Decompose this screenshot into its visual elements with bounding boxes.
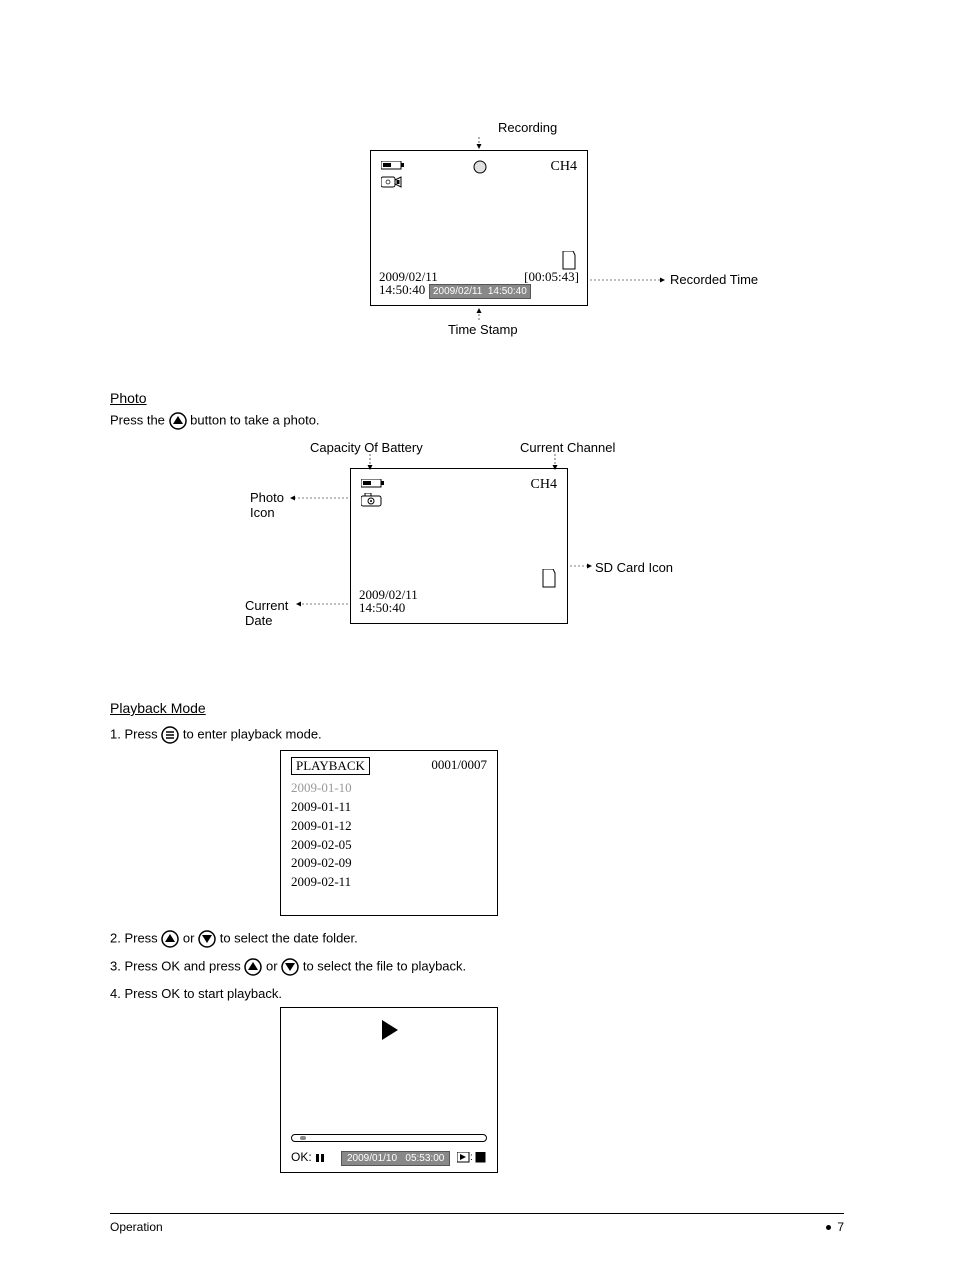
play-icon bbox=[378, 1018, 402, 1042]
playback-step-1: 1. Press to enter playback mode. bbox=[110, 726, 844, 744]
diagram-recording: Recording CH4 bbox=[270, 120, 790, 350]
photo-time: 14:50:40 bbox=[359, 600, 405, 616]
stop-play-icon: : bbox=[457, 1152, 487, 1164]
recorded-time-value: [00:05:43] bbox=[524, 269, 579, 285]
playback-date-item: 2009-01-12 bbox=[291, 817, 487, 836]
playback-date-list: 2009-01-102009-01-112009-01-122009-02-05… bbox=[281, 779, 497, 892]
time-stamp-box: 2009/02/11 14:50:40 bbox=[429, 284, 531, 299]
playback-heading: Playback Mode bbox=[110, 700, 844, 716]
photo-instruction: Press the button to take a photo. bbox=[110, 412, 844, 430]
playback-count: 0001/0007 bbox=[431, 757, 487, 775]
camera-icon bbox=[361, 493, 383, 507]
current-date-label: Current Date bbox=[245, 598, 288, 628]
recording-screen: CH4 2009/02/11 14:50:40 [00:05:43] 2009/… bbox=[370, 150, 588, 306]
sd-card-label: SD Card Icon bbox=[595, 560, 673, 575]
playback-step-4: 4. Press OK to start playback. bbox=[110, 986, 844, 1001]
up-button-icon bbox=[161, 930, 179, 948]
recorded-time-label: Recorded Time bbox=[670, 272, 758, 287]
sd-card-icon bbox=[561, 251, 577, 271]
current-channel-label: Current Channel bbox=[520, 440, 615, 455]
up-button-icon bbox=[169, 412, 187, 430]
recording-time: 14:50:40 bbox=[379, 282, 425, 298]
up-button-icon bbox=[244, 958, 262, 976]
section-photo: Photo Press the button to take a photo. … bbox=[110, 390, 844, 660]
down-button-icon bbox=[281, 958, 299, 976]
battery-label: Capacity Of Battery bbox=[310, 440, 423, 455]
recording-icon bbox=[472, 159, 488, 175]
playback-date-item: 2009-02-05 bbox=[291, 836, 487, 855]
video-icon bbox=[381, 175, 403, 189]
battery-icon bbox=[381, 161, 405, 171]
channel-label: CH4 bbox=[531, 477, 557, 493]
playback-list-screen: PLAYBACK 0001/0007 2009-01-102009-01-112… bbox=[280, 750, 498, 916]
playback-step-3: 3. Press OK and press or to select the f… bbox=[110, 958, 844, 976]
channel-label: CH4 bbox=[551, 159, 577, 175]
battery-icon bbox=[361, 479, 385, 489]
footer-right: 7 bbox=[826, 1220, 844, 1234]
page-footer: Operation 7 bbox=[110, 1213, 844, 1234]
recording-label: Recording bbox=[498, 120, 557, 135]
section-playback: Playback Mode 1. Press to enter playback… bbox=[110, 700, 844, 1173]
photo-icon-label: Photo Icon bbox=[250, 490, 284, 520]
diagram-photo: Capacity Of Battery Current Channel Phot… bbox=[190, 440, 750, 660]
progress-bar bbox=[291, 1134, 487, 1142]
playback-title: PLAYBACK bbox=[291, 757, 370, 775]
playback-date-item: 2009-01-10 bbox=[291, 779, 487, 798]
pause-icon bbox=[315, 1153, 325, 1163]
photo-screen: CH4 2009/02/11 14:50:40 bbox=[350, 468, 568, 624]
down-button-icon bbox=[198, 930, 216, 948]
playback-date-item: 2009-02-09 bbox=[291, 854, 487, 873]
menu-button-icon bbox=[161, 726, 179, 744]
sd-card-icon bbox=[541, 569, 557, 589]
playback-date-item: 2009-02-11 bbox=[291, 873, 487, 892]
photo-heading: Photo bbox=[110, 390, 844, 406]
playback-preview-screen: OK: 2009/01/10 05:53:00 : bbox=[280, 1007, 498, 1173]
playback-date-item: 2009-01-11 bbox=[291, 798, 487, 817]
timestamp-label: Time Stamp bbox=[448, 322, 518, 337]
playback-step-2: 2. Press or to select the date folder. bbox=[110, 930, 844, 948]
footer-left: Operation bbox=[110, 1220, 163, 1234]
svg-text::: : bbox=[470, 1152, 473, 1163]
ok-label: OK: bbox=[291, 1150, 325, 1164]
preview-stamp-box: 2009/01/10 05:53:00 bbox=[341, 1151, 450, 1166]
